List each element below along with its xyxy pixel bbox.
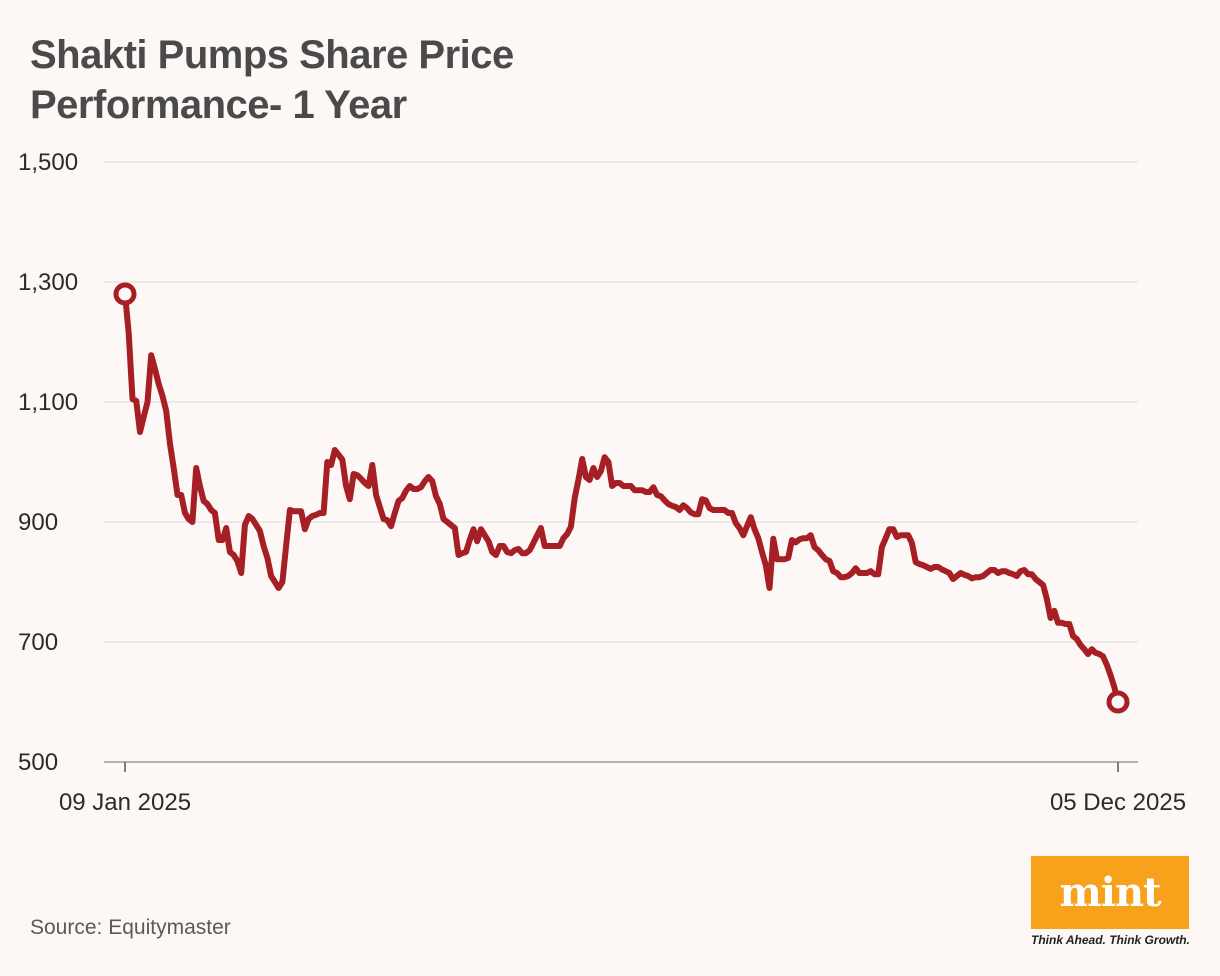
y-axis-tick-labels: 500 700 900 1,100 1,300 1,500 [18,149,78,776]
mint-tagline: Think Ahead. Think Growth. [1031,933,1190,947]
price-line [122,291,1121,705]
grid-lines [104,161,1138,763]
source-note: Source: Equitymaster [30,916,231,939]
y-tick-label: 1,100 [18,389,78,416]
chart-title: Shakti Pumps Share Price Performance- 1 … [30,33,514,127]
x-axis-ticks: 09 Jan 2025 05 Dec 2025 [59,762,1186,816]
start-marker [113,282,137,306]
x-tick-label: 09 Jan 2025 [59,789,191,816]
endpoint-markers [113,282,1130,714]
x-tick-label: 05 Dec 2025 [1050,789,1186,816]
mint-logo-text: mint [1059,869,1161,916]
mint-logo: mint [1031,856,1189,929]
y-tick-label: 500 [18,749,58,776]
y-tick-label: 900 [18,509,58,536]
end-marker [1106,690,1130,714]
y-tick-label: 700 [18,629,58,656]
y-tick-label: 1,500 [18,149,78,176]
y-tick-label: 1,300 [18,269,78,296]
